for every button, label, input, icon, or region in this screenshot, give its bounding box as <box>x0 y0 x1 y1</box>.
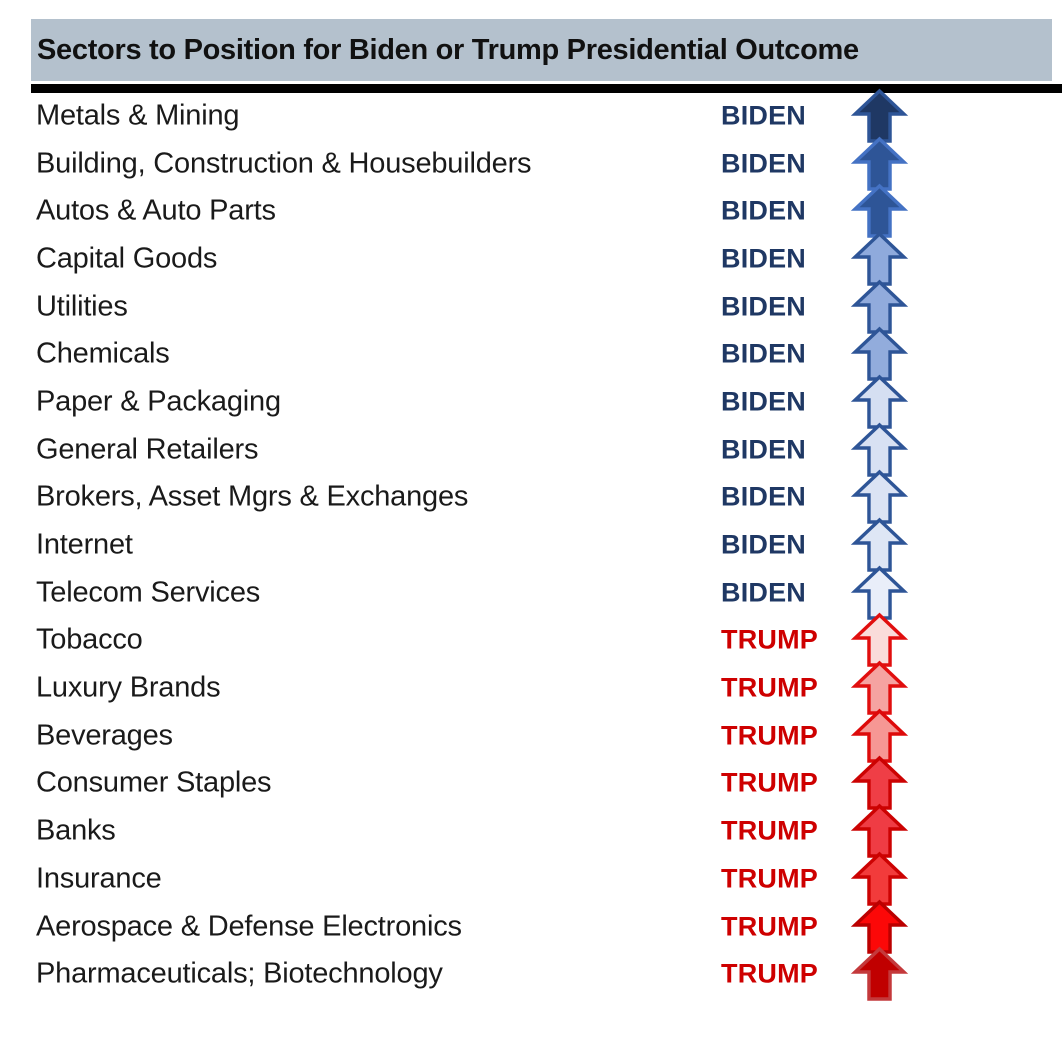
candidate-label: TRUMP <box>721 958 818 989</box>
candidate-label: BIDEN <box>721 577 807 608</box>
table-title-bar: Sectors to Position for Biden or Trump P… <box>31 19 1052 81</box>
candidate-label: TRUMP <box>721 815 818 846</box>
up-arrow-icon <box>850 660 909 715</box>
sector-label: Metals & Mining <box>36 99 240 132</box>
sector-label: Banks <box>36 814 116 847</box>
candidate-label: TRUMP <box>721 911 818 942</box>
candidate-label: BIDEN <box>721 100 807 131</box>
sector-label: Chemicals <box>36 337 170 370</box>
candidate-label: BIDEN <box>721 338 807 369</box>
up-arrow-icon <box>850 326 909 382</box>
table-row: Beverages TRUMP <box>0 708 1062 763</box>
up-arrow-icon <box>850 946 909 1001</box>
candidate-label: BIDEN <box>721 481 807 512</box>
table-row: Chemicals BIDEN <box>0 326 1062 382</box>
sector-label: Consumer Staples <box>36 766 272 799</box>
up-arrow-icon <box>850 422 909 477</box>
up-arrow-icon <box>850 374 909 429</box>
candidate-label: BIDEN <box>721 243 807 274</box>
table-title: Sectors to Position for Biden or Trump P… <box>37 33 859 66</box>
candidate-label: BIDEN <box>721 291 807 322</box>
table-row: General Retailers BIDEN <box>0 422 1062 477</box>
sector-label: Beverages <box>36 719 173 752</box>
up-arrow-icon <box>850 565 909 620</box>
table-row: Luxury Brands TRUMP <box>0 660 1062 715</box>
candidate-label: TRUMP <box>721 672 818 703</box>
candidate-label: TRUMP <box>721 767 818 798</box>
table-row: Capital Goods BIDEN <box>0 231 1062 286</box>
up-arrow-icon <box>850 88 909 143</box>
up-arrow-icon <box>850 851 909 906</box>
candidate-label: TRUMP <box>721 624 818 655</box>
sector-label: Telecom Services <box>36 576 261 609</box>
table-row: Aerospace & Defense Electronics TRUMP <box>0 899 1062 954</box>
candidate-label: BIDEN <box>721 386 807 417</box>
up-arrow-icon <box>850 517 909 572</box>
up-arrow-icon <box>850 708 909 763</box>
candidate-label: BIDEN <box>721 148 807 179</box>
table-body: Metals & Mining BIDEN Building, Construc… <box>0 88 1062 1001</box>
sector-label: General Retailers <box>36 433 259 466</box>
candidate-label: TRUMP <box>721 720 818 751</box>
table-row: Internet BIDEN <box>0 517 1062 572</box>
sector-label: Aerospace & Defense Electronics <box>36 910 462 943</box>
table-row: Banks TRUMP <box>0 803 1062 858</box>
up-arrow-icon <box>850 803 909 858</box>
table-row: Consumer Staples TRUMP <box>0 756 1062 811</box>
candidate-label: BIDEN <box>721 529 807 560</box>
up-arrow-icon <box>850 469 909 525</box>
sector-label: Building, Construction & Housebuilders <box>36 147 532 180</box>
sector-label: Luxury Brands <box>36 671 221 704</box>
table-row: Insurance TRUMP <box>0 851 1062 906</box>
sector-label: Autos & Auto Parts <box>36 194 276 227</box>
sector-label: Tobacco <box>36 623 143 656</box>
table-row: Pharmaceuticals; Biotechnology TRUMP <box>0 946 1062 1001</box>
sector-label: Utilities <box>36 290 128 323</box>
up-arrow-icon <box>850 756 909 811</box>
up-arrow-icon <box>850 136 909 191</box>
candidate-label: BIDEN <box>721 195 807 226</box>
header-divider <box>31 84 1062 93</box>
candidate-label: BIDEN <box>721 434 807 465</box>
up-arrow-icon <box>850 279 909 334</box>
candidate-label: TRUMP <box>721 863 818 894</box>
sector-label: Internet <box>36 528 133 561</box>
table-row: Autos & Auto Parts BIDEN <box>0 183 1062 238</box>
sector-label: Paper & Packaging <box>36 385 281 418</box>
sector-label: Brokers, Asset Mgrs & Exchanges <box>36 480 469 513</box>
table-row: Building, Construction & Housebuilders B… <box>0 136 1062 191</box>
table-row: Tobacco TRUMP <box>0 613 1062 668</box>
up-arrow-icon <box>850 231 909 286</box>
up-arrow-icon <box>850 899 909 954</box>
sector-label: Pharmaceuticals; Biotechnology <box>36 957 443 990</box>
up-arrow-icon <box>850 613 909 668</box>
sector-label: Capital Goods <box>36 242 218 275</box>
table-row: Telecom Services BIDEN <box>0 565 1062 620</box>
table-row: Brokers, Asset Mgrs & Exchanges BIDEN <box>0 469 1062 525</box>
table-row: Metals & Mining BIDEN <box>0 88 1062 143</box>
up-arrow-icon <box>850 183 909 238</box>
sector-label: Insurance <box>36 862 162 895</box>
table-row: Utilities BIDEN <box>0 279 1062 334</box>
table-row: Paper & Packaging BIDEN <box>0 374 1062 429</box>
